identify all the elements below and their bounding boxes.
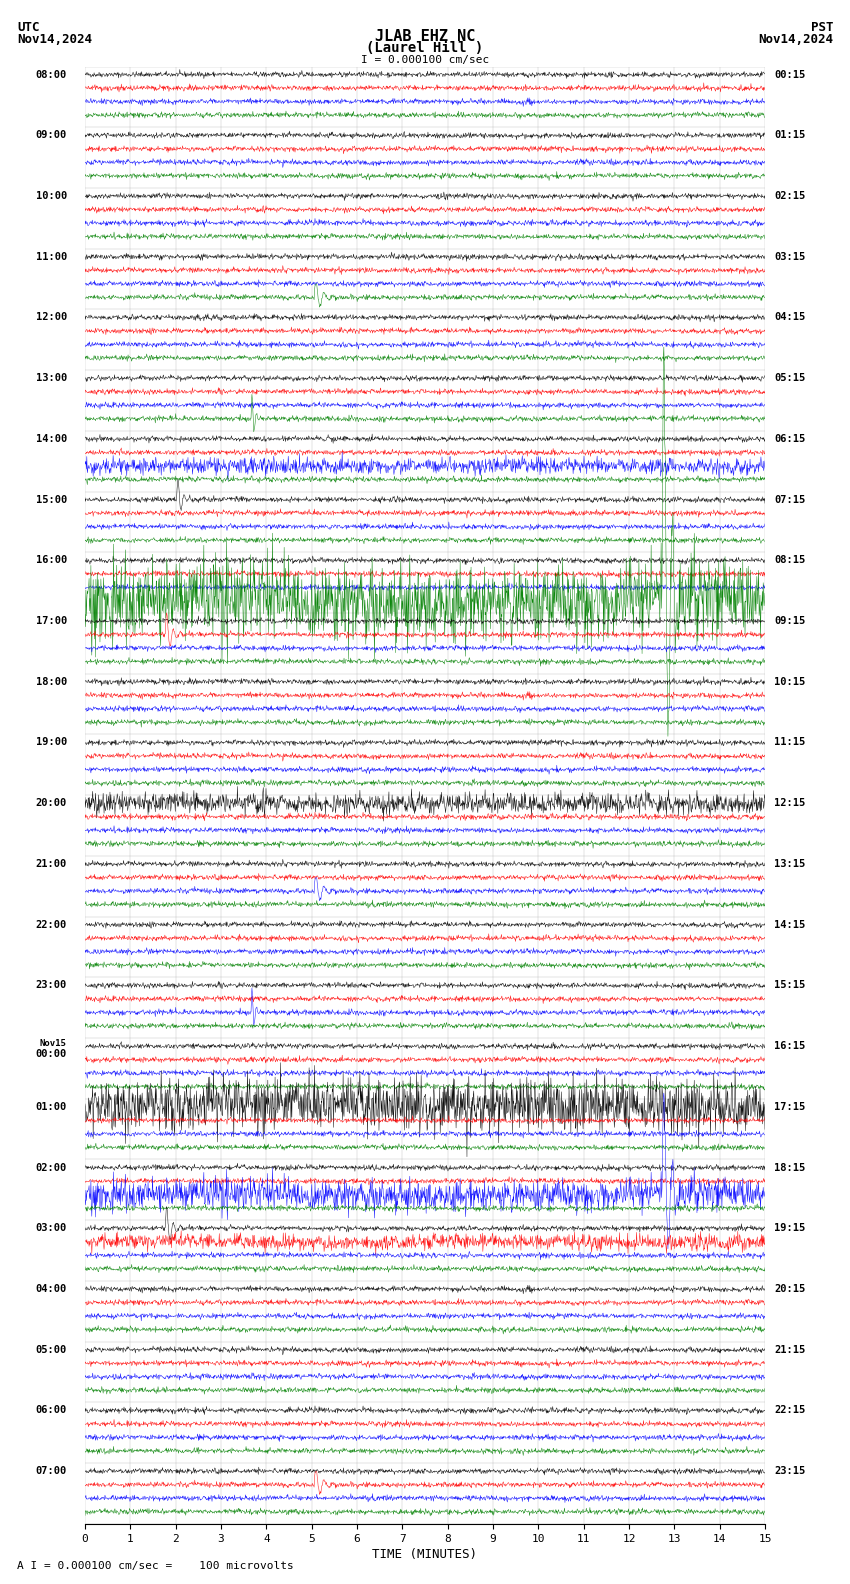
- Text: Nov15: Nov15: [40, 1039, 67, 1049]
- Text: 18:00: 18:00: [36, 676, 67, 687]
- Text: 05:00: 05:00: [36, 1345, 67, 1354]
- Text: 14:00: 14:00: [36, 434, 67, 444]
- Text: PST: PST: [811, 21, 833, 33]
- Text: UTC: UTC: [17, 21, 39, 33]
- Text: 22:15: 22:15: [774, 1405, 805, 1416]
- Text: 04:00: 04:00: [36, 1285, 67, 1294]
- Text: Nov14,2024: Nov14,2024: [17, 33, 92, 46]
- Text: 10:00: 10:00: [36, 192, 67, 201]
- Text: 15:15: 15:15: [774, 980, 805, 990]
- Text: A I = 0.000100 cm/sec =    100 microvolts: A I = 0.000100 cm/sec = 100 microvolts: [17, 1562, 294, 1571]
- Text: 14:15: 14:15: [774, 920, 805, 930]
- Text: 17:15: 17:15: [774, 1102, 805, 1112]
- Text: 00:15: 00:15: [774, 70, 805, 79]
- Text: 21:15: 21:15: [774, 1345, 805, 1354]
- Text: 16:00: 16:00: [36, 556, 67, 565]
- Text: 03:00: 03:00: [36, 1223, 67, 1234]
- Text: 13:00: 13:00: [36, 374, 67, 383]
- Text: JLAB EHZ NC: JLAB EHZ NC: [375, 29, 475, 43]
- Text: 11:15: 11:15: [774, 738, 805, 748]
- Text: 04:15: 04:15: [774, 312, 805, 323]
- Text: 08:00: 08:00: [36, 70, 67, 79]
- Text: 20:00: 20:00: [36, 798, 67, 808]
- Text: 06:00: 06:00: [36, 1405, 67, 1416]
- Text: 12:00: 12:00: [36, 312, 67, 323]
- Text: 07:15: 07:15: [774, 494, 805, 505]
- Text: 01:00: 01:00: [36, 1102, 67, 1112]
- Text: 09:15: 09:15: [774, 616, 805, 626]
- Text: 05:15: 05:15: [774, 374, 805, 383]
- Text: Nov14,2024: Nov14,2024: [758, 33, 833, 46]
- Text: 11:00: 11:00: [36, 252, 67, 261]
- Text: 02:00: 02:00: [36, 1163, 67, 1172]
- Text: 15:00: 15:00: [36, 494, 67, 505]
- Text: 03:15: 03:15: [774, 252, 805, 261]
- Text: 19:00: 19:00: [36, 738, 67, 748]
- Text: 19:15: 19:15: [774, 1223, 805, 1234]
- Text: 17:00: 17:00: [36, 616, 67, 626]
- Text: 12:15: 12:15: [774, 798, 805, 808]
- Text: 07:00: 07:00: [36, 1467, 67, 1476]
- Text: 01:15: 01:15: [774, 130, 805, 141]
- Text: 23:00: 23:00: [36, 980, 67, 990]
- Text: 23:15: 23:15: [774, 1467, 805, 1476]
- Text: 02:15: 02:15: [774, 192, 805, 201]
- X-axis label: TIME (MINUTES): TIME (MINUTES): [372, 1548, 478, 1560]
- Text: 08:15: 08:15: [774, 556, 805, 565]
- Text: 16:15: 16:15: [774, 1041, 805, 1052]
- Text: (Laurel Hill ): (Laurel Hill ): [366, 41, 484, 55]
- Text: 22:00: 22:00: [36, 920, 67, 930]
- Text: 09:00: 09:00: [36, 130, 67, 141]
- Text: 18:15: 18:15: [774, 1163, 805, 1172]
- Text: 20:15: 20:15: [774, 1285, 805, 1294]
- Text: 13:15: 13:15: [774, 859, 805, 870]
- Text: I = 0.000100 cm/sec: I = 0.000100 cm/sec: [361, 55, 489, 65]
- Text: 10:15: 10:15: [774, 676, 805, 687]
- Text: 00:00: 00:00: [36, 1049, 67, 1060]
- Text: 21:00: 21:00: [36, 859, 67, 870]
- Text: 06:15: 06:15: [774, 434, 805, 444]
